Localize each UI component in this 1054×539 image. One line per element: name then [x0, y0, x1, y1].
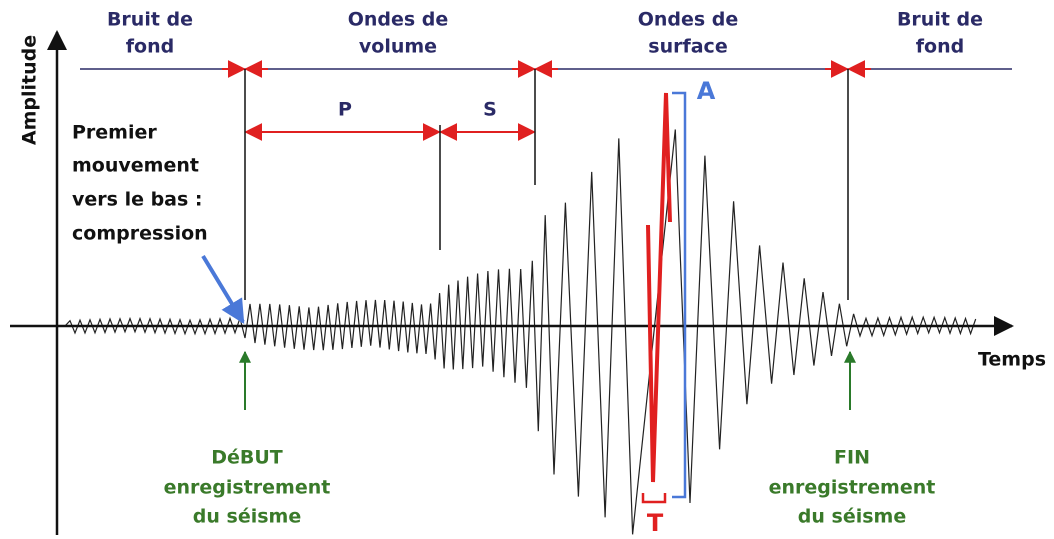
- phase-label: Ondes de: [638, 9, 739, 31]
- amplitude-label: A: [697, 77, 716, 105]
- phase-label: fond: [126, 36, 174, 58]
- start-label: DéBUT: [211, 447, 283, 469]
- s-wave-label: S: [483, 99, 497, 121]
- first-motion-arrow: [201, 254, 245, 325]
- note-line: compression: [72, 223, 208, 245]
- start-label: enregistrement: [164, 477, 331, 499]
- period-label: T: [647, 509, 664, 537]
- end-label: du séisme: [798, 506, 906, 528]
- y-axis-label: Amplitude: [19, 35, 41, 145]
- start-label: du séisme: [193, 506, 301, 528]
- phase-label: volume: [359, 36, 437, 58]
- x-axis-label: Temps: [978, 349, 1046, 371]
- amplitude-bracket: [672, 91, 687, 499]
- end-label: FIN: [834, 447, 870, 469]
- note-line: vers le bas :: [72, 189, 203, 211]
- phase-label: surface: [648, 36, 727, 58]
- highlight-wave: [646, 92, 672, 483]
- period-bracket: [641, 493, 667, 504]
- p-wave-label: P: [338, 99, 352, 121]
- phase-label: Bruit de: [897, 9, 983, 31]
- phase-arrows: [222, 60, 871, 141]
- phase-label: Ondes de: [348, 9, 449, 31]
- note-line: mouvement: [72, 155, 199, 177]
- note-line: Premier: [72, 122, 157, 144]
- phase-label: fond: [916, 36, 964, 58]
- wave-trace: [64, 129, 977, 535]
- end-label: enregistrement: [769, 477, 936, 499]
- waveform: [64, 129, 977, 535]
- phase-limits: [244, 69, 849, 300]
- phase-label: Bruit de: [107, 9, 193, 31]
